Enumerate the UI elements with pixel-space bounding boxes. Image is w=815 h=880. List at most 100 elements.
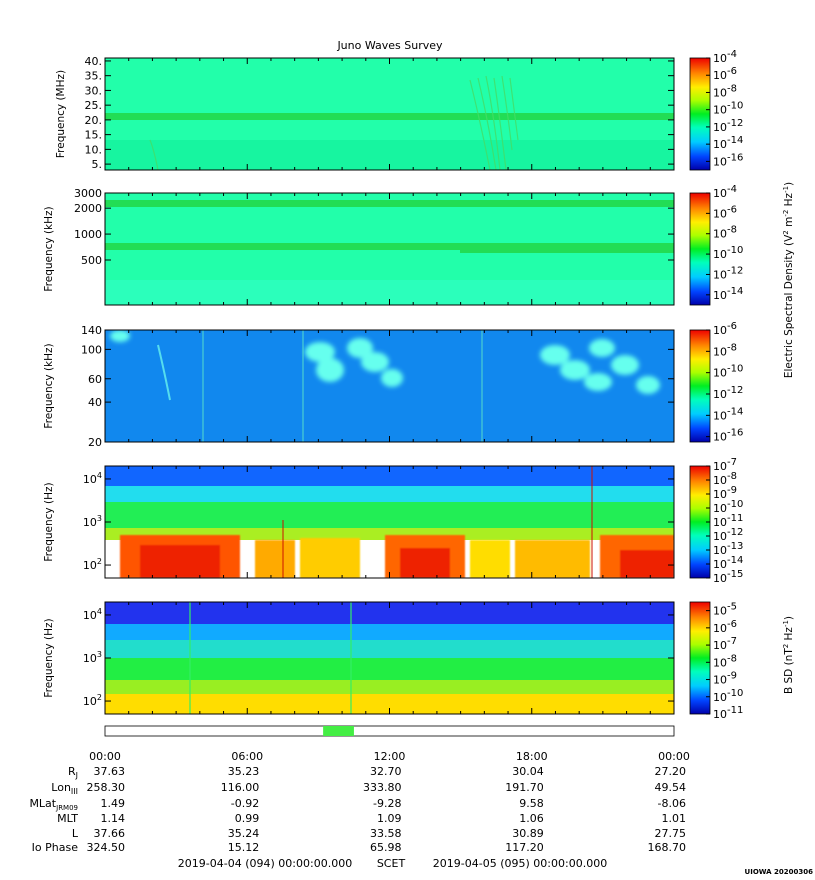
ephemeris-value: 27.75 bbox=[655, 827, 687, 840]
ylabel: Frequency (Hz) bbox=[43, 482, 55, 561]
panel-hfr bbox=[105, 193, 674, 305]
ytick-label: 35. bbox=[85, 70, 103, 83]
ytick-label: 103 bbox=[83, 514, 102, 529]
colorbar-tick-label: 10-8 bbox=[713, 225, 737, 241]
panel-lfr-b bbox=[105, 602, 674, 714]
colorbar-tick-label: 10-7 bbox=[713, 636, 737, 652]
ephemeris-value: -8.06 bbox=[658, 797, 686, 810]
colorbar bbox=[689, 192, 711, 306]
panel-lfr-e-upper bbox=[105, 486, 674, 502]
ephemeris-value: 1.49 bbox=[101, 797, 126, 810]
ephemeris-value: 30.89 bbox=[512, 827, 544, 840]
time-tick-label: 00:00 bbox=[89, 750, 121, 763]
panel-hfwbr bbox=[105, 58, 674, 170]
ephemeris-value: 65.98 bbox=[370, 841, 402, 854]
colorbar-tick-label: 10-12 bbox=[713, 118, 743, 134]
ytick-label: 5. bbox=[92, 158, 103, 171]
ephemeris-value: 324.50 bbox=[87, 841, 126, 854]
ephemeris-label: Io Phase bbox=[32, 841, 79, 854]
colorbar-tick-label: 10-14 bbox=[713, 286, 743, 302]
colorbar-tick-label: 10-11 bbox=[713, 705, 743, 721]
ytick-label: 103 bbox=[83, 650, 102, 665]
ytick-label: 104 bbox=[83, 471, 102, 486]
ephemeris-value: 1.01 bbox=[662, 812, 687, 825]
panel-hfr-band-2000 bbox=[105, 200, 674, 207]
colorbar-tick-label: 10-8 bbox=[713, 342, 737, 358]
time-highlight bbox=[323, 726, 354, 736]
panel-hfwbr-arcs bbox=[149, 75, 519, 170]
time-tick-label: 06:00 bbox=[231, 750, 263, 763]
electric-colorbar-title: Electric Spectral Density (V2 m-2 Hz-1) bbox=[782, 182, 795, 378]
panel-lfr-streak bbox=[157, 344, 171, 401]
colorbar-tick-label: 10-9 bbox=[713, 671, 737, 687]
colorbar-tick-label: 10-16 bbox=[713, 428, 743, 444]
watermark: UIOWA 20200306 bbox=[745, 868, 814, 876]
colorbar-tick-label: 10-5 bbox=[713, 602, 737, 618]
ephemeris-label: MLatJRM09 bbox=[29, 797, 78, 812]
colorbar-tick-label: 10-8 bbox=[713, 83, 737, 99]
colorbar-tick-label: 10-15 bbox=[713, 569, 743, 585]
panel-lfr-b-lines bbox=[189, 602, 352, 714]
ytick-label: 500 bbox=[81, 254, 102, 267]
ylabel: Frequency (MHz) bbox=[55, 70, 67, 158]
footer-start: 2019-04-04 (094) 00:00:00.000 bbox=[178, 857, 352, 870]
colorbar-tick-label: 10-10 bbox=[713, 364, 743, 380]
colorbar-tick-label: 10-6 bbox=[713, 66, 737, 82]
footer-end: 2019-04-05 (095) 00:00:00.000 bbox=[433, 857, 607, 870]
panel-lfr bbox=[105, 330, 674, 442]
colorbar bbox=[689, 601, 711, 715]
time-tick-label: 00:00 bbox=[658, 750, 690, 763]
panel-lfr-e-lower bbox=[105, 528, 674, 540]
colorbar-tick-label: 10-8 bbox=[713, 653, 737, 669]
ephemeris-value: 49.54 bbox=[655, 781, 687, 794]
ylabel: Frequency (kHz) bbox=[43, 206, 55, 291]
ephemeris-value: 1.06 bbox=[519, 812, 544, 825]
panel-hfr-band-700 bbox=[105, 243, 674, 250]
ytick-label: 140 bbox=[81, 324, 102, 337]
ytick-label: 100 bbox=[81, 343, 102, 356]
ylabel: Frequency (kHz) bbox=[43, 343, 55, 428]
ytick-label: 20 bbox=[88, 436, 102, 449]
time-strip bbox=[104, 725, 675, 737]
ephemeris-label: LonIII bbox=[51, 781, 78, 796]
ylabel: Frequency (Hz) bbox=[43, 618, 55, 697]
ephemeris-value: 37.63 bbox=[94, 765, 126, 778]
ephemeris-value: 27.20 bbox=[655, 765, 687, 778]
colorbars: 10-410-610-810-1010-1210-1410-1610-410-6… bbox=[689, 49, 743, 721]
colorbar-tick-label: 10-14 bbox=[713, 406, 743, 422]
ytick-label: 10. bbox=[85, 143, 103, 156]
colorbar-tick-label: 10-4 bbox=[713, 184, 737, 200]
panel-lfr-b-lower bbox=[105, 658, 674, 680]
x-ticks bbox=[104, 58, 675, 714]
time-axis-labels: 00:00 06:00 12:00 18:00 00:00 bbox=[89, 750, 690, 763]
colorbar-tick-label: 10-10 bbox=[713, 245, 743, 261]
ephemeris-value: -0.92 bbox=[231, 797, 259, 810]
colorbar-tick-label: 10-4 bbox=[713, 49, 737, 65]
ephemeris-value: 117.20 bbox=[505, 841, 544, 854]
colorbar-tick-label: 10-12 bbox=[713, 385, 743, 401]
panel-lfr-b-upper bbox=[105, 624, 674, 640]
panel-lfr-b-mid bbox=[105, 640, 674, 658]
panel-hfr-band-700b bbox=[460, 247, 674, 253]
ytick-label: 104 bbox=[83, 607, 102, 622]
colorbar-tick-label: 10-6 bbox=[713, 204, 737, 220]
ephemeris-value: 0.99 bbox=[235, 812, 260, 825]
ephemeris-value: 35.24 bbox=[228, 827, 260, 840]
ytick-label: 20. bbox=[85, 114, 103, 127]
ytick-label: 60 bbox=[88, 373, 102, 386]
panel-lfr-e-hot bbox=[120, 535, 674, 578]
ephemeris-value: -9.28 bbox=[373, 797, 401, 810]
ephemeris-label: RJ bbox=[68, 765, 78, 780]
ephemeris-value: 37.66 bbox=[94, 827, 126, 840]
colorbar-tick-label: 10-12 bbox=[713, 265, 743, 281]
ytick-label: 2000 bbox=[74, 202, 102, 215]
ephemeris-value: 168.70 bbox=[648, 841, 687, 854]
colorbar-tick-label: 10-16 bbox=[713, 152, 743, 168]
panel-lfr-e-spikes bbox=[282, 466, 593, 578]
y-axes: 40. 35.30. 25. 20. 15.10. 5. Frequency (MHz) 30… bbox=[43, 55, 674, 708]
panel-lfr-lines bbox=[202, 330, 483, 442]
time-tick-label: 12:00 bbox=[374, 750, 406, 763]
ephemeris-value: 1.14 bbox=[101, 812, 126, 825]
time-tick-label: 18:00 bbox=[516, 750, 548, 763]
panel-lfr-e-mid bbox=[105, 502, 674, 528]
